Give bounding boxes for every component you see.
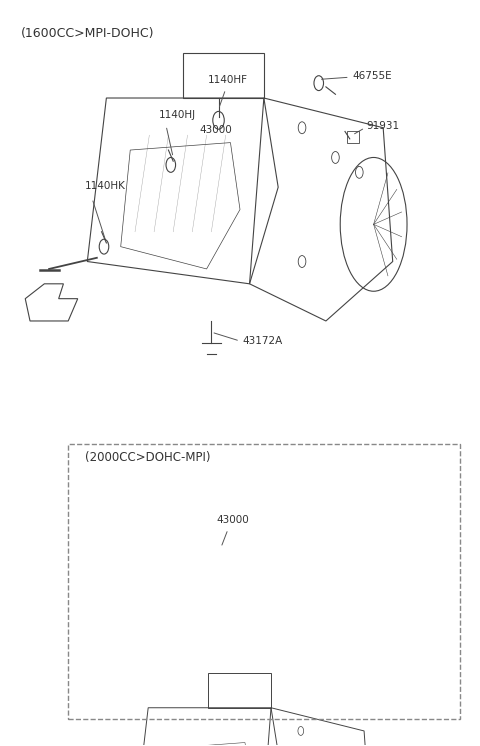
Text: (1600CC>MPI-DOHC): (1600CC>MPI-DOHC) xyxy=(21,28,154,40)
Bar xyxy=(68,444,459,718)
Text: 1140HJ: 1140HJ xyxy=(159,110,196,120)
Text: 91931: 91931 xyxy=(366,122,399,131)
Text: (2000CC>DOHC-MPI): (2000CC>DOHC-MPI) xyxy=(85,451,210,464)
Text: 1140HF: 1140HF xyxy=(208,75,248,84)
Bar xyxy=(348,131,360,142)
Text: 1140HK: 1140HK xyxy=(85,181,126,191)
Text: 43000: 43000 xyxy=(199,125,232,135)
Text: 43000: 43000 xyxy=(216,515,249,525)
Text: 43172A: 43172A xyxy=(242,336,283,346)
Text: 46755E: 46755E xyxy=(352,71,392,81)
